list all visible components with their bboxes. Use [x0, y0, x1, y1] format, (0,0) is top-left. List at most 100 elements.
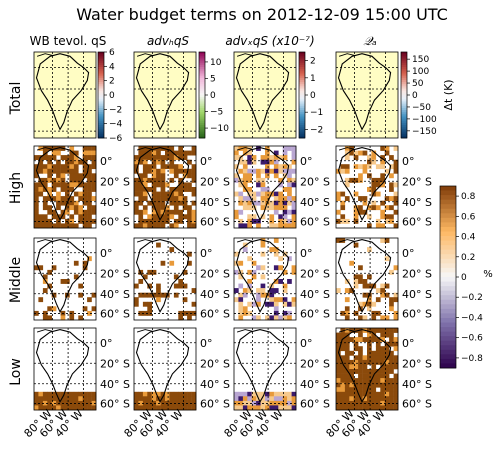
- field-cell: [156, 391, 161, 397]
- panel-frame: [133, 145, 197, 229]
- caribbean-coastline: [338, 147, 355, 151]
- field-cell: [256, 315, 261, 321]
- field-cell: [247, 214, 252, 220]
- colorbar-segment: [401, 92, 407, 96]
- lat-tick-label: 0°: [402, 247, 415, 260]
- field-cell: [269, 200, 275, 206]
- field-cell: [251, 391, 257, 397]
- field-cell: [91, 400, 97, 406]
- lat-tick-label: 0°: [402, 155, 415, 168]
- lat-tick-label: 40° S: [300, 288, 330, 301]
- field-cell: [380, 369, 385, 374]
- field-cell: [260, 187, 266, 192]
- field-cell: [291, 396, 297, 402]
- field-cell: [51, 155, 57, 160]
- field-cell: [34, 209, 39, 215]
- field-cell: [187, 182, 192, 188]
- field-cell: [65, 279, 70, 284]
- field-cell: [42, 177, 48, 183]
- field-cell: [147, 292, 152, 298]
- colorbar-segment: [440, 345, 456, 351]
- field-cell: [47, 283, 52, 289]
- field-cell: [344, 168, 350, 174]
- field-cell: [247, 200, 252, 206]
- colorbar-segment: [199, 69, 205, 72]
- lat-tick-label: 40° S: [402, 378, 432, 391]
- field-cell: [353, 242, 359, 248]
- field-cell: [251, 405, 257, 411]
- field-cell: [358, 378, 363, 383]
- field-cell: [367, 301, 372, 307]
- field-cell: [247, 218, 252, 224]
- field-cell: [353, 274, 359, 280]
- colorbar-segment: [401, 110, 407, 113]
- field-cell: [260, 159, 266, 165]
- panel-frame: [233, 145, 297, 229]
- field-cell: [393, 373, 399, 379]
- field-cell: [367, 274, 372, 280]
- field-cell: [138, 146, 144, 151]
- field-cell: [371, 359, 377, 365]
- colorbar-segment: [199, 101, 205, 104]
- field-cell: [371, 337, 377, 342]
- lat-tick-label: 0°: [100, 247, 113, 260]
- lat-tick-label: 60° S: [100, 215, 130, 228]
- field-cell: [251, 301, 257, 307]
- field-cell: [353, 328, 359, 333]
- field-cell: [291, 155, 297, 160]
- field-cell: [147, 164, 152, 170]
- field-cell: [169, 187, 175, 192]
- field-cell: [380, 346, 385, 352]
- field-cell: [147, 155, 152, 160]
- field-cell: [65, 405, 70, 411]
- field-cell: [389, 196, 394, 201]
- field-cell: [393, 337, 399, 342]
- field-cell: [251, 269, 257, 275]
- field-cell: [336, 355, 341, 361]
- colorbar-segment: [440, 286, 456, 292]
- lat-tick-label: 40° S: [100, 378, 130, 391]
- colorbar-segment: [401, 135, 407, 139]
- field-cell: [384, 238, 390, 243]
- field-cell: [371, 315, 377, 321]
- field-cell: [165, 214, 170, 220]
- field-cell: [340, 332, 346, 338]
- field-cell: [187, 218, 192, 224]
- field-cell: [134, 159, 139, 165]
- lat-tick-label: 60° S: [300, 397, 330, 410]
- field-cell: [269, 405, 275, 411]
- field-cell: [393, 328, 399, 333]
- field-cell: [165, 205, 170, 211]
- field-cell: [358, 387, 363, 393]
- field-cell: [375, 369, 381, 374]
- field-cell: [358, 405, 363, 411]
- field-cell: [256, 301, 261, 307]
- field-cell: [260, 177, 266, 183]
- field-cell: [344, 355, 350, 361]
- colorbar-segment: [199, 110, 205, 113]
- colorbar-tick-label: −4: [109, 120, 123, 130]
- colorbar-segment: [440, 304, 456, 310]
- field-cell: [282, 405, 288, 411]
- field-cell: [151, 223, 157, 229]
- field-cell: [51, 391, 57, 397]
- field-cell: [160, 200, 166, 206]
- field-cell: [238, 292, 244, 298]
- colorbar-segment: [98, 120, 104, 124]
- field-cell: [34, 223, 39, 229]
- field-cell: [165, 182, 170, 188]
- field-cell: [182, 196, 188, 201]
- field-cell: [375, 378, 381, 383]
- field-cell: [371, 369, 377, 374]
- field-cell: [234, 251, 239, 257]
- field-cell: [187, 396, 192, 402]
- field-cell: [362, 382, 368, 388]
- field-cell: [282, 205, 288, 211]
- colorbar-segment: [199, 122, 205, 126]
- field-cell: [178, 214, 183, 220]
- field-cell: [78, 209, 83, 215]
- field-cell: [151, 146, 157, 151]
- colorbar-segment: [401, 58, 407, 61]
- map-panel-middle-qd: [335, 237, 399, 321]
- field-cell: [336, 373, 341, 379]
